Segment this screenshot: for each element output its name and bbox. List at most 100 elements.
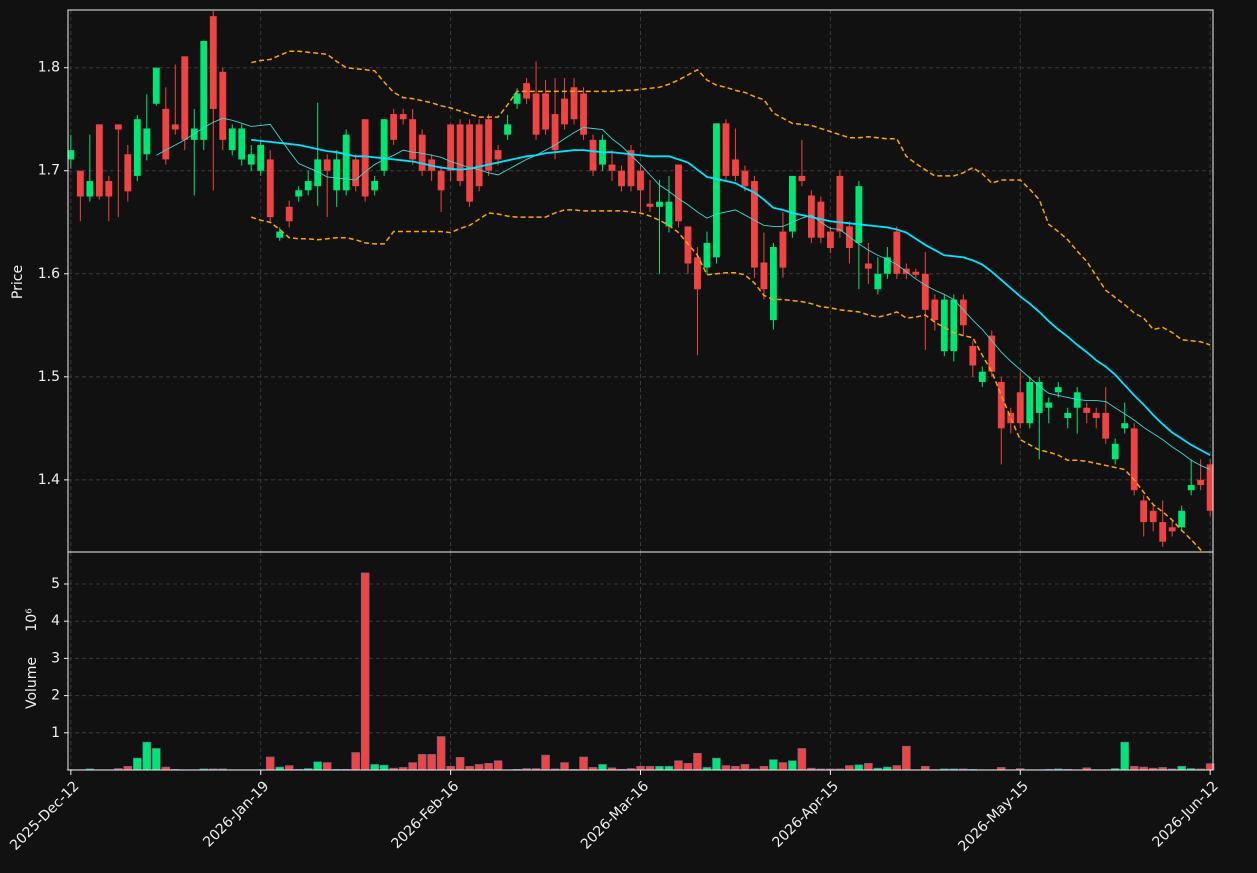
candle-body <box>1054 387 1062 393</box>
y-tick-label: 5 <box>51 576 60 592</box>
candle-body <box>304 181 312 191</box>
candle-body <box>589 139 597 171</box>
volume-bar <box>845 765 854 771</box>
candle-body <box>247 154 255 165</box>
volume-bar <box>455 757 465 771</box>
candle-body <box>1092 412 1100 419</box>
volume-bar <box>655 765 664 771</box>
candle-body <box>551 114 559 151</box>
candle-body <box>266 159 274 218</box>
candle-body <box>760 262 768 290</box>
y-tick-label: 1.4 <box>38 472 60 488</box>
candle-body <box>105 181 113 197</box>
volume-bar <box>351 752 360 771</box>
candle-body <box>751 181 758 268</box>
candle-body <box>86 181 94 197</box>
candle-body <box>637 170 644 191</box>
candle-body <box>295 190 303 197</box>
indicator-line <box>156 117 1211 470</box>
indicator-line <box>251 50 1211 346</box>
candle-body <box>76 170 84 197</box>
candle-body <box>1130 428 1138 491</box>
candle-body <box>314 159 322 187</box>
candle-body <box>798 175 806 182</box>
x-tick-label: 2026-Apr-15 <box>770 778 843 851</box>
candle-body <box>1159 522 1167 542</box>
candle-body <box>124 154 132 192</box>
candle-body <box>399 114 407 120</box>
indicator-line <box>251 138 1211 456</box>
candle-body <box>883 257 891 274</box>
candle-body <box>152 67 160 104</box>
volume-bar <box>636 765 645 771</box>
y-tick-label: 1.5 <box>38 369 60 385</box>
axis-offset-label: 10⁶ <box>24 608 40 632</box>
volume-bar <box>902 745 911 771</box>
candle-body <box>323 159 331 171</box>
volume-bar <box>892 765 902 771</box>
candle-body <box>874 273 882 290</box>
volume-bar <box>769 759 778 771</box>
candle-body <box>1168 527 1176 532</box>
candle-body <box>646 203 654 207</box>
candle-body <box>770 246 777 321</box>
candle-body <box>181 56 189 140</box>
candle-body <box>447 124 455 171</box>
volume-bar <box>1129 765 1139 771</box>
x-tick-label: 2026-Jun-12 <box>1150 778 1222 850</box>
y-axis-label: Price <box>10 265 26 299</box>
volume-bar <box>360 572 370 771</box>
volume-bar <box>721 765 731 771</box>
candle-body <box>1206 464 1214 511</box>
candle-body <box>988 335 996 372</box>
candle-body <box>950 299 958 352</box>
volume-bar <box>712 757 721 771</box>
x-tick-label: 2026-Mar-16 <box>578 778 652 852</box>
candle-body <box>238 128 246 160</box>
candle-body <box>1178 510 1186 528</box>
candle-body <box>162 108 170 160</box>
candle-body <box>456 124 464 182</box>
volume-bar <box>474 764 484 771</box>
volume-bar <box>123 765 133 771</box>
candle-body <box>921 273 929 310</box>
volume-bar <box>778 762 788 771</box>
candle-body <box>228 128 236 151</box>
candle-body <box>532 93 540 135</box>
candle-body <box>1026 381 1034 424</box>
volume-bar <box>436 736 446 771</box>
y-tick-label: 4 <box>51 613 60 629</box>
candle-body <box>409 119 417 160</box>
y-tick-label: 1.8 <box>38 60 60 76</box>
candle-body <box>276 231 284 238</box>
candle-body <box>1064 412 1072 419</box>
candle-body <box>608 164 616 171</box>
candle-body <box>893 231 901 274</box>
y-tick-label: 2 <box>51 688 60 704</box>
volume-bar <box>417 754 427 771</box>
candle-body <box>722 123 730 176</box>
volume-bar <box>683 763 693 771</box>
candle-body <box>209 16 217 109</box>
candle-body <box>1073 392 1081 408</box>
volume-bar <box>142 741 152 771</box>
x-tick-label: 2026-May-15 <box>955 778 1032 855</box>
volume-bar <box>265 756 275 771</box>
candle-body <box>513 93 521 104</box>
volume-bar <box>921 765 930 771</box>
candle-body <box>200 40 208 140</box>
candle-body <box>504 124 511 135</box>
volume-bar <box>854 764 864 771</box>
candle-body <box>1140 500 1148 523</box>
y-tick-label: 3 <box>51 650 60 666</box>
candle-body <box>133 119 141 176</box>
candle-body <box>542 93 549 130</box>
candle-body <box>675 164 682 222</box>
candle-body <box>1149 510 1157 523</box>
y-tick-label: 1 <box>51 725 60 741</box>
volume-bar <box>645 765 655 771</box>
volume-bar <box>598 764 607 771</box>
candle-body <box>285 206 293 222</box>
